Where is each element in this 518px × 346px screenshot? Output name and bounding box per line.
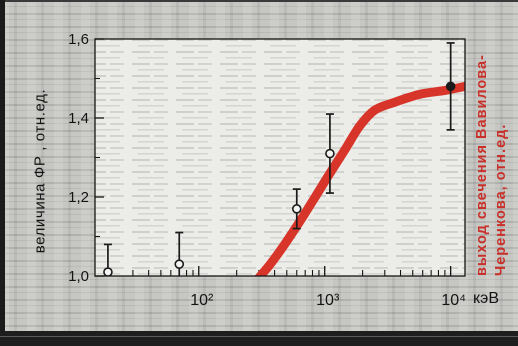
cherenkov-yield-curve	[254, 81, 465, 276]
x-tick-label-1: 10²	[190, 292, 214, 309]
x-tick-label-2: 10³	[316, 292, 340, 309]
x-axis-label: кэВ	[473, 290, 500, 307]
data-point-1	[103, 267, 113, 276]
y-tick-label-4: 1,6	[68, 31, 89, 48]
y2-axis-label-line-1: выход свечения Вавилова-	[474, 54, 490, 276]
plot-bleed-texture	[95, 39, 465, 276]
x-tick-label-3: 10⁴	[441, 292, 466, 309]
scan-edge-left	[0, 0, 5, 346]
y2-axis-label: выход свечения Вавилова- Черенкова, отн.…	[473, 40, 511, 276]
data-point-3	[291, 204, 302, 214]
data-point-2	[174, 259, 185, 269]
curve-layer	[254, 81, 465, 276]
points-layer	[103, 42, 456, 276]
y-axis-label: величина ФР , отн.ед.	[31, 88, 49, 254]
data-point-4	[325, 148, 335, 159]
scan-edge-bottom-line	[0, 336, 518, 337]
plot-frame	[94, 38, 466, 277]
data-point-5	[445, 81, 456, 92]
y2-axis-label-line-2: Черенкова, отн.ед.	[493, 123, 509, 276]
y-tick-label-1: 1,0	[68, 268, 89, 285]
ticks-layer	[95, 38, 452, 277]
y-tick-label-2: 1,2	[68, 189, 89, 206]
y-tick-label-3: 1,4	[68, 110, 89, 127]
scan-edge-bottom	[0, 331, 518, 346]
scan-edge-top	[0, 0, 518, 2]
tick-labels-layer: 1,0 1,2 1,4 1,6 10² 10³ 10⁴	[68, 31, 466, 309]
